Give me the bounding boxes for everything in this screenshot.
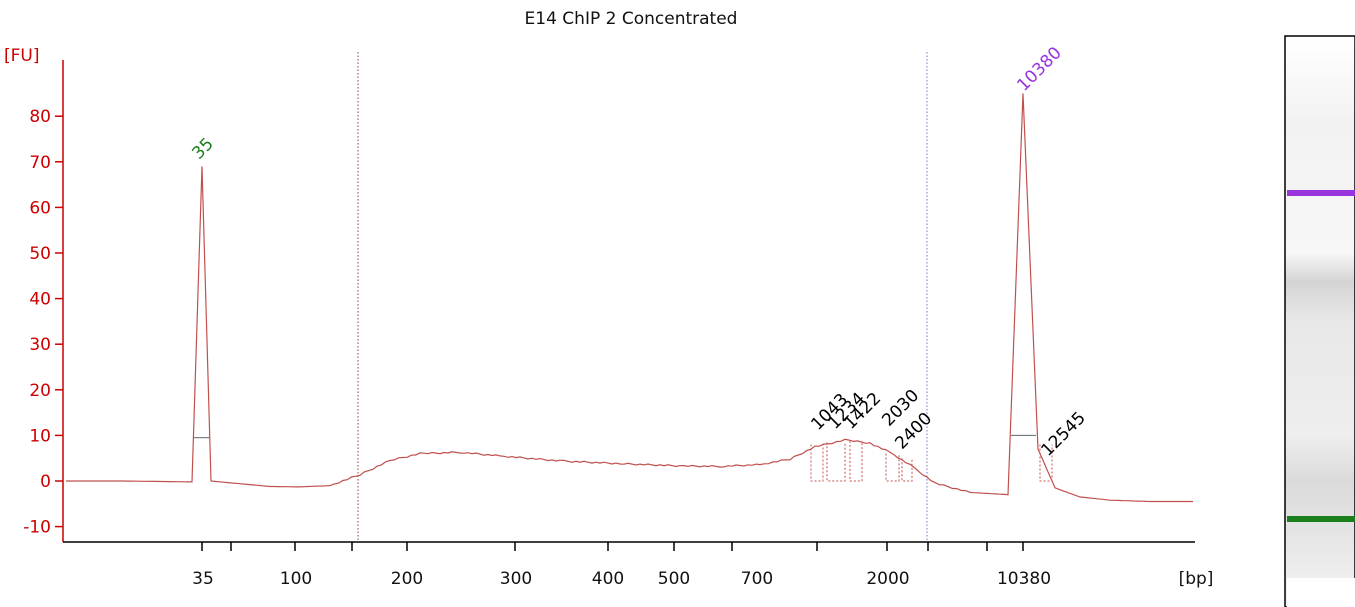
y-tick-label: 40 [29, 290, 51, 310]
x-axis-label: [bp] [1179, 569, 1214, 589]
gel-lane-bottom [1287, 578, 1355, 607]
gel-lower-marker-band [1287, 516, 1355, 522]
peak-region [826, 442, 846, 482]
gel-lane [1284, 35, 1355, 607]
x-tick-label: 35 [192, 569, 214, 589]
y-tick-label: 80 [29, 107, 51, 127]
gel-lane-background [1284, 35, 1355, 607]
trace-line [66, 93, 1193, 503]
chart-title: E14 ChIP 2 Concentrated [525, 9, 738, 29]
peak-region [901, 458, 913, 482]
x-tick-label: 2000 [866, 569, 909, 589]
peak-label: 12545 [1037, 408, 1089, 460]
marker-label-10380: 10380 [1013, 43, 1065, 95]
y-axis-label: [FU] [4, 46, 40, 66]
plot-area: -10 0 10 20 30 40 50 60 70 80 [FU] 35 100 200 300 400 50… [4, 43, 1213, 589]
peak-region [810, 444, 824, 482]
x-tick-label: 700 [741, 569, 773, 589]
x-tick-label: 100 [280, 569, 312, 589]
peak-region [849, 440, 863, 482]
x-tick-label: 10380 [997, 569, 1051, 589]
y-tick-label: 60 [29, 198, 51, 218]
y-tick-label: 50 [29, 244, 51, 264]
y-tick-label: 70 [29, 153, 51, 173]
peak-region [885, 453, 900, 482]
x-tick-label: 300 [500, 569, 532, 589]
marker-label-35: 35 [188, 134, 217, 163]
y-tick-label: 20 [29, 381, 51, 401]
y-tick-label: -10 [23, 518, 51, 538]
x-tick-label: 500 [658, 569, 690, 589]
y-tick-label: 0 [40, 472, 51, 492]
y-tick-label: 30 [29, 335, 51, 355]
x-tick-label: 200 [391, 569, 423, 589]
gel-upper-marker-band [1287, 190, 1355, 196]
y-tick-label: 10 [29, 426, 51, 446]
x-tick-label: 400 [592, 569, 624, 589]
